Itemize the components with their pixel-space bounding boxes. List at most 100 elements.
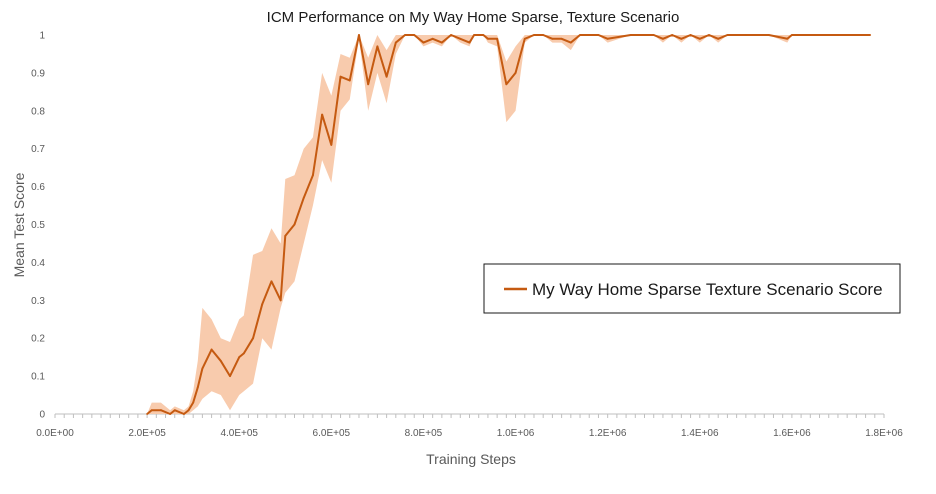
data-point (270, 280, 273, 283)
x-tick-label: 0.0E+00 (36, 428, 74, 439)
data-point (160, 409, 162, 412)
data-point (339, 75, 342, 78)
plot-area: 0.0E+00 2.0E+05 4.0E+05 6.0E+05 8.0E+05 1.0E+… (31, 31, 903, 440)
x-tick-label: 1.4E+06 (681, 428, 719, 439)
data-point (358, 34, 360, 36)
data-point (652, 34, 655, 36)
data-point (146, 413, 149, 415)
data-point (533, 34, 535, 36)
data-point (744, 34, 747, 36)
data-point (284, 234, 287, 237)
x-tick-label: 8.0E+05 (405, 428, 443, 439)
x-tick-label: 1.0E+06 (497, 428, 535, 439)
data-point (569, 41, 572, 44)
data-point (473, 34, 476, 36)
x-tick-label: 1.2E+06 (589, 428, 627, 439)
y-tick-label: 0.8 (31, 106, 45, 117)
data-point (192, 401, 195, 404)
data-point (385, 75, 388, 78)
data-point (312, 174, 314, 177)
data-point (404, 34, 406, 36)
data-point (330, 144, 333, 146)
x-tick-label: 1.6E+06 (773, 428, 811, 439)
data-point (680, 37, 683, 40)
y-tick-label: 0 (39, 410, 45, 421)
data-point (629, 34, 632, 36)
data-point (348, 79, 351, 82)
data-point (422, 41, 425, 44)
data-point (183, 413, 185, 415)
data-point (219, 360, 222, 362)
data-point (477, 34, 480, 36)
data-point (542, 34, 545, 36)
data-point (431, 37, 434, 40)
data-point (394, 41, 397, 44)
data-point (229, 375, 231, 377)
data-point (487, 37, 489, 40)
data-point (169, 413, 172, 415)
y-tick-label: 0.4 (31, 258, 45, 269)
data-point (698, 37, 701, 40)
data-point (468, 41, 471, 44)
data-point (579, 34, 581, 36)
data-point (279, 299, 282, 302)
data-point (837, 34, 839, 36)
data-point (459, 37, 462, 40)
data-point (597, 34, 600, 36)
y-tick-label: 1 (39, 31, 45, 42)
data-point (869, 34, 872, 36)
y-tick-label: 0.3 (31, 296, 45, 307)
x-tick-label: 1.8E+06 (865, 428, 903, 439)
data-point (173, 409, 176, 412)
data-point (201, 367, 204, 370)
data-point (238, 356, 241, 359)
data-point (767, 34, 770, 36)
data-point (717, 37, 720, 40)
data-point (450, 34, 452, 36)
data-point (496, 37, 499, 40)
x-tick-label: 4.0E+05 (220, 428, 258, 439)
y-axis-title: Mean Test Score (11, 172, 27, 277)
x-axis-title: Training Steps (426, 451, 516, 467)
y-tick-label: 0.2 (31, 334, 45, 345)
data-point (860, 34, 862, 36)
x-tick-label: 2.0E+05 (128, 428, 166, 439)
data-point (293, 223, 296, 226)
data-point (606, 37, 609, 40)
data-point (413, 34, 416, 36)
data-point (708, 34, 710, 36)
y-tick-label: 0.5 (31, 220, 45, 231)
data-point (523, 37, 526, 40)
data-point (440, 41, 443, 44)
series-confidence-band (147, 35, 871, 414)
data-point (367, 83, 370, 86)
data-point (482, 34, 485, 36)
data-point (786, 37, 789, 40)
data-point (795, 34, 798, 36)
data-point (252, 337, 254, 340)
data-point (505, 83, 508, 86)
data-point (150, 409, 153, 412)
data-point (514, 72, 517, 74)
y-tick-label: 0.6 (31, 182, 45, 193)
data-point (376, 45, 379, 48)
data-point (662, 37, 664, 40)
data-point (261, 303, 264, 305)
data-point (726, 34, 729, 36)
data-point (689, 34, 692, 36)
y-tick-label: 0.9 (31, 68, 45, 79)
series-line (146, 34, 871, 415)
data-point (210, 348, 213, 351)
data-point (196, 386, 199, 389)
data-point (302, 197, 305, 199)
y-tick-label: 0.7 (31, 144, 45, 155)
data-point (187, 409, 190, 412)
data-point (321, 113, 324, 116)
legend: My Way Home Sparse Texture Scenario Scor… (483, 263, 901, 314)
y-tick-label: 0.1 (31, 372, 45, 383)
legend-label: My Way Home Sparse Texture Scenario Scor… (532, 280, 883, 299)
data-point (814, 34, 816, 36)
chart-title: ICM Performance on My Way Home Sparse, T… (267, 9, 680, 26)
